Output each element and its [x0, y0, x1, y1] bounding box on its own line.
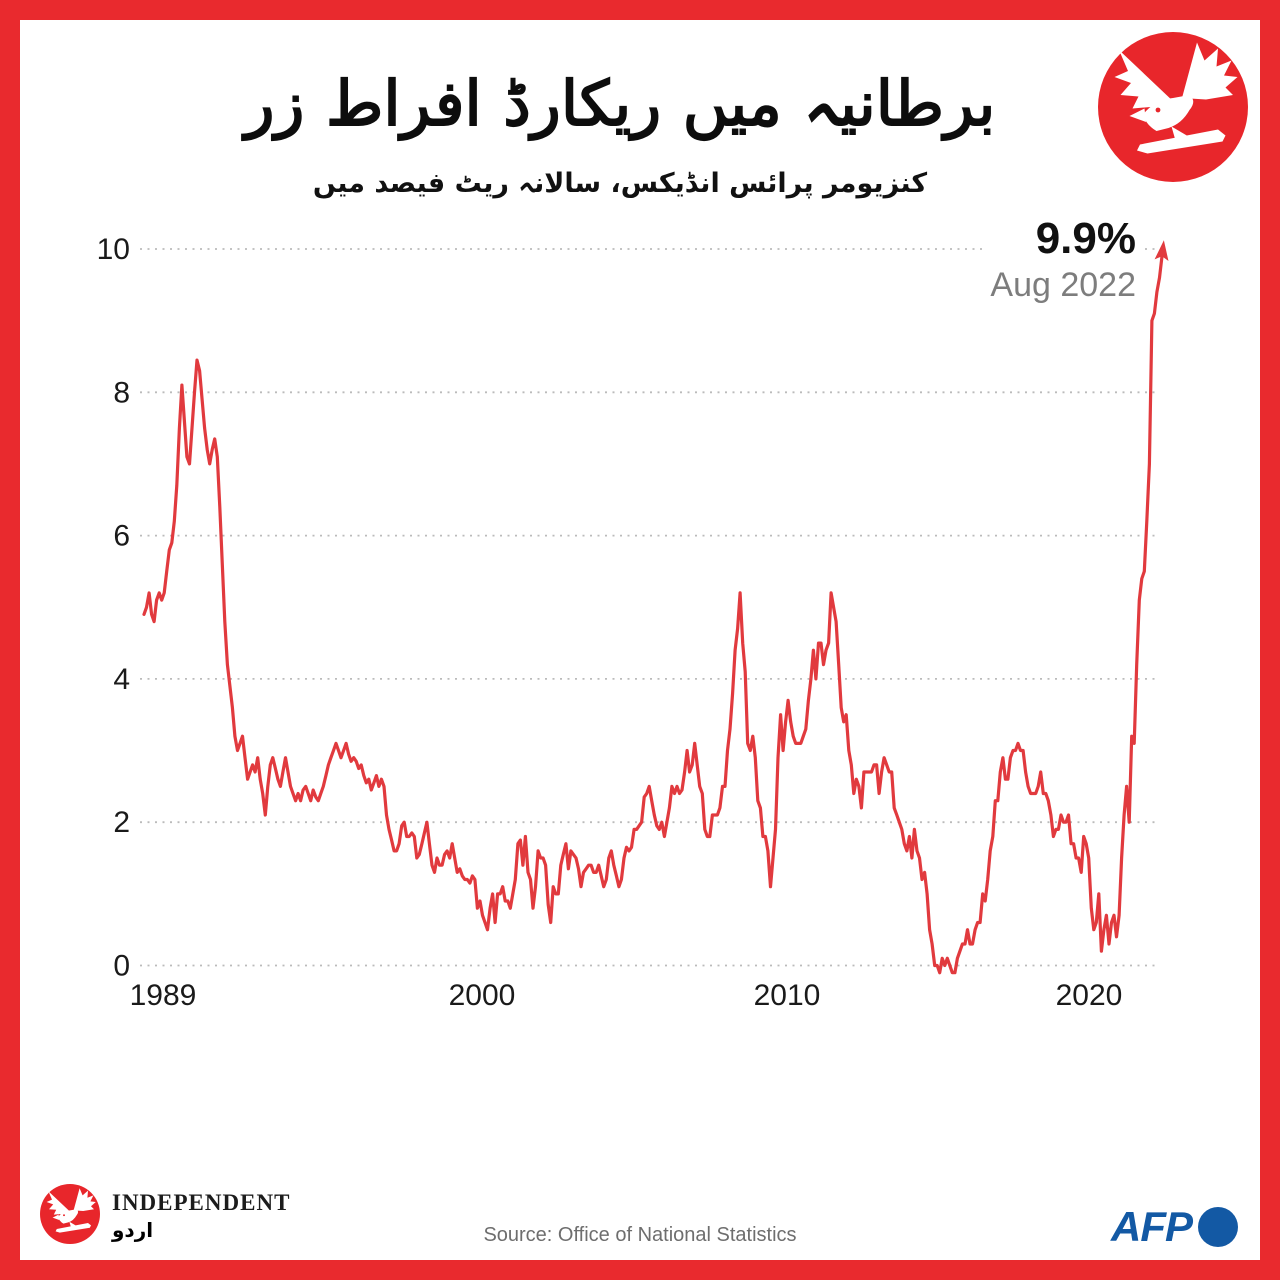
afp-logo: AFP [1111, 1206, 1238, 1248]
page-title: برطانیہ میں ریکارڈ افراط زر [244, 67, 996, 140]
svg-text:0: 0 [113, 950, 130, 983]
end-value-annotation: 9.9% Aug 2022 [984, 214, 1142, 308]
line-arrowhead-icon [1154, 240, 1169, 261]
svg-text:1989: 1989 [130, 979, 197, 1012]
svg-text:10: 10 [97, 233, 130, 266]
inflation-line [142, 254, 1164, 975]
end-date-label: Aug 2022 [990, 266, 1136, 305]
svg-text:6: 6 [113, 520, 130, 553]
page-subtitle: کنزیومر پرائس انڈیکس، سالانہ ریٹ فیصد می… [312, 168, 928, 199]
svg-text:2010: 2010 [754, 979, 821, 1012]
x-axis-labels: 1989 2000 2010 2020 [130, 979, 1123, 1012]
svg-text:8: 8 [113, 376, 130, 409]
svg-text:4: 4 [113, 663, 130, 696]
svg-text:2: 2 [113, 806, 130, 839]
brand-name: INDEPENDENT [112, 1190, 291, 1215]
svg-text:2000: 2000 [449, 979, 516, 1012]
gridlines [140, 248, 1160, 967]
end-value-label: 9.9% [1035, 214, 1136, 263]
svg-text:2020: 2020 [1056, 979, 1123, 1012]
source-credit: Source: Office of National Statistics [483, 1224, 797, 1246]
y-axis-labels: 0 2 4 6 8 10 [97, 233, 130, 983]
footer-brand: INDEPENDENT اردو [40, 1184, 290, 1244]
afp-globe-icon [1198, 1207, 1238, 1247]
afp-wordmark: AFP [1111, 1203, 1193, 1250]
brand-name-urdu: اردو [112, 1218, 154, 1242]
